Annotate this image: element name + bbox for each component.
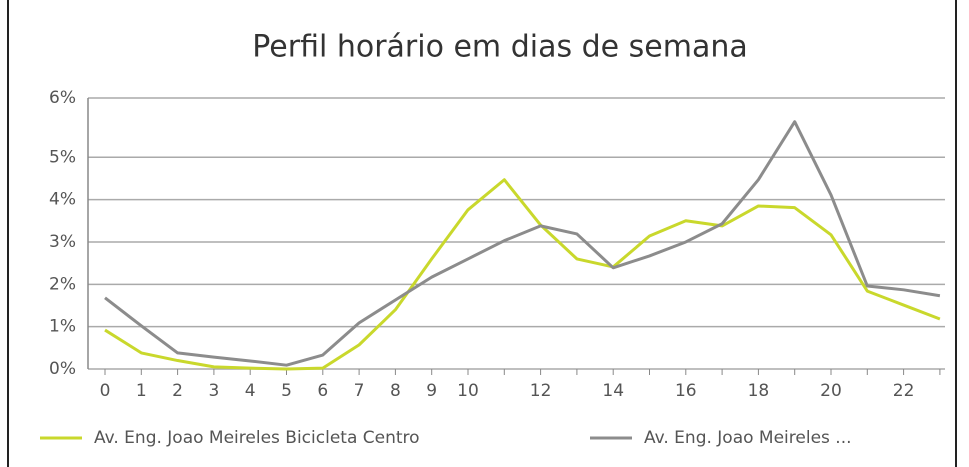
frame <box>7 0 957 467</box>
x-tick-label: 4 <box>245 381 256 401</box>
x-tick-label: 2 <box>172 381 183 401</box>
y-tick-label: 3% <box>49 232 76 252</box>
y-tick-label: 6% <box>49 88 76 108</box>
series-line <box>104 178 941 371</box>
y-tick-label: 4% <box>49 190 76 210</box>
x-tick-label: 7 <box>354 381 365 401</box>
x-tick-label: 3 <box>208 381 219 401</box>
x-tick-label: 9 <box>426 381 437 401</box>
x-tick-label: 10 <box>457 381 479 401</box>
y-tick-label: 1% <box>49 317 76 337</box>
x-tick-label: 12 <box>530 381 552 401</box>
legend-label: Av. Eng. Joao Meireles Bicicleta Centro <box>94 428 420 448</box>
y-tick-label: 2% <box>49 274 76 294</box>
y-tick-label: 0% <box>49 359 76 379</box>
x-tick-label: 5 <box>281 381 292 401</box>
legend-label: Av. Eng. Joao Meireles ... <box>644 428 852 448</box>
series-line <box>104 120 941 367</box>
x-tick-label: 18 <box>748 381 770 401</box>
x-tick-label: 6 <box>317 381 328 401</box>
x-tick-label: 16 <box>675 381 697 401</box>
x-tick-label: 20 <box>820 381 842 401</box>
x-tick-label: 1 <box>136 381 147 401</box>
y-tick-label: 5% <box>49 147 76 167</box>
x-tick-label: 22 <box>893 381 915 401</box>
chart-title: Perfil horário em dias de semana <box>252 30 748 65</box>
x-tick-label: 8 <box>390 381 401 401</box>
x-tick-label: 14 <box>602 381 624 401</box>
x-tick-label: 0 <box>100 381 111 401</box>
